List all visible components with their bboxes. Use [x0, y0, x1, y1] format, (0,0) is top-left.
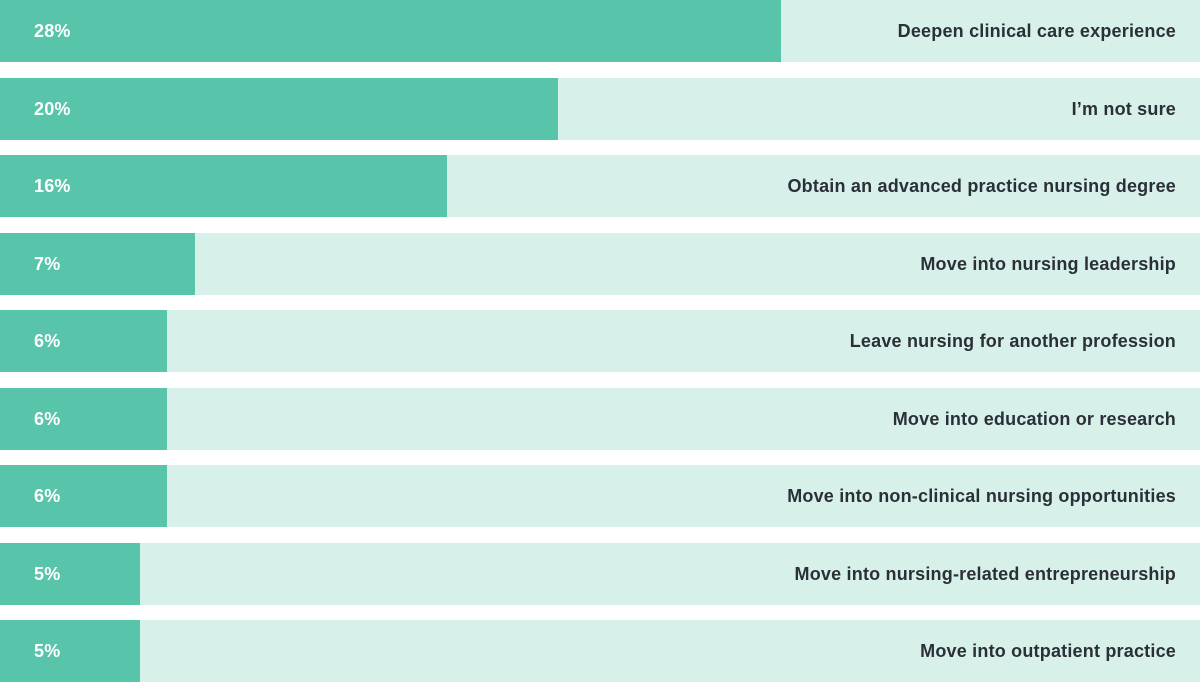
- bar-value-label: 6%: [34, 408, 61, 429]
- bar-value-label: 6%: [34, 485, 61, 506]
- bar-row: 6% Move into education or research: [0, 388, 1200, 450]
- category-label: Move into nursing-related entrepreneursh…: [794, 563, 1176, 584]
- bar-row: 7% Move into nursing leadership: [0, 233, 1200, 295]
- bar-row: 28% Deepen clinical care experience: [0, 0, 1200, 62]
- bar-row: 16% Obtain an advanced practice nursing d…: [0, 155, 1200, 217]
- category-label: I’m not sure: [1071, 98, 1176, 119]
- bar-value-label: 6%: [34, 330, 61, 351]
- bar-value-label: 16%: [34, 175, 71, 196]
- bar-track: [0, 620, 1200, 682]
- bar: [0, 310, 167, 372]
- bar-row: 6% Move into non-clinical nursing opportu…: [0, 465, 1200, 527]
- bar-row: 5% Move into outpatient practice: [0, 620, 1200, 682]
- bar-value-label: 5%: [34, 640, 61, 661]
- bar-track: [0, 388, 1200, 450]
- bar-value-label: 5%: [34, 563, 61, 584]
- bar-row: 6% Leave nursing for another profession: [0, 310, 1200, 372]
- bar-row: 5% Move into nursing-related entrepreneur…: [0, 543, 1200, 605]
- bar-track: [0, 543, 1200, 605]
- bar: [0, 388, 167, 450]
- bar: [0, 543, 140, 605]
- bar-track: [0, 465, 1200, 527]
- bar: [0, 155, 447, 217]
- bar-track: [0, 310, 1200, 372]
- bar: [0, 0, 781, 62]
- bar: [0, 465, 167, 527]
- bar-track: [0, 233, 1200, 295]
- bar: [0, 233, 195, 295]
- category-label: Deepen clinical care experience: [897, 20, 1176, 41]
- bar-value-label: 20%: [34, 98, 71, 119]
- category-label: Move into non-clinical nursing opportuni…: [787, 485, 1176, 506]
- bar: [0, 620, 140, 682]
- category-label: Move into outpatient practice: [920, 640, 1176, 661]
- category-label: Move into education or research: [892, 408, 1176, 429]
- bar-value-label: 28%: [34, 20, 71, 41]
- category-label: Move into nursing leadership: [920, 253, 1176, 274]
- category-label: Obtain an advanced practice nursing degr…: [787, 175, 1176, 196]
- bar-value-label: 7%: [34, 253, 61, 274]
- bar-row: 20% I’m not sure: [0, 78, 1200, 140]
- bar: [0, 78, 558, 140]
- category-label: Leave nursing for another profession: [849, 330, 1176, 351]
